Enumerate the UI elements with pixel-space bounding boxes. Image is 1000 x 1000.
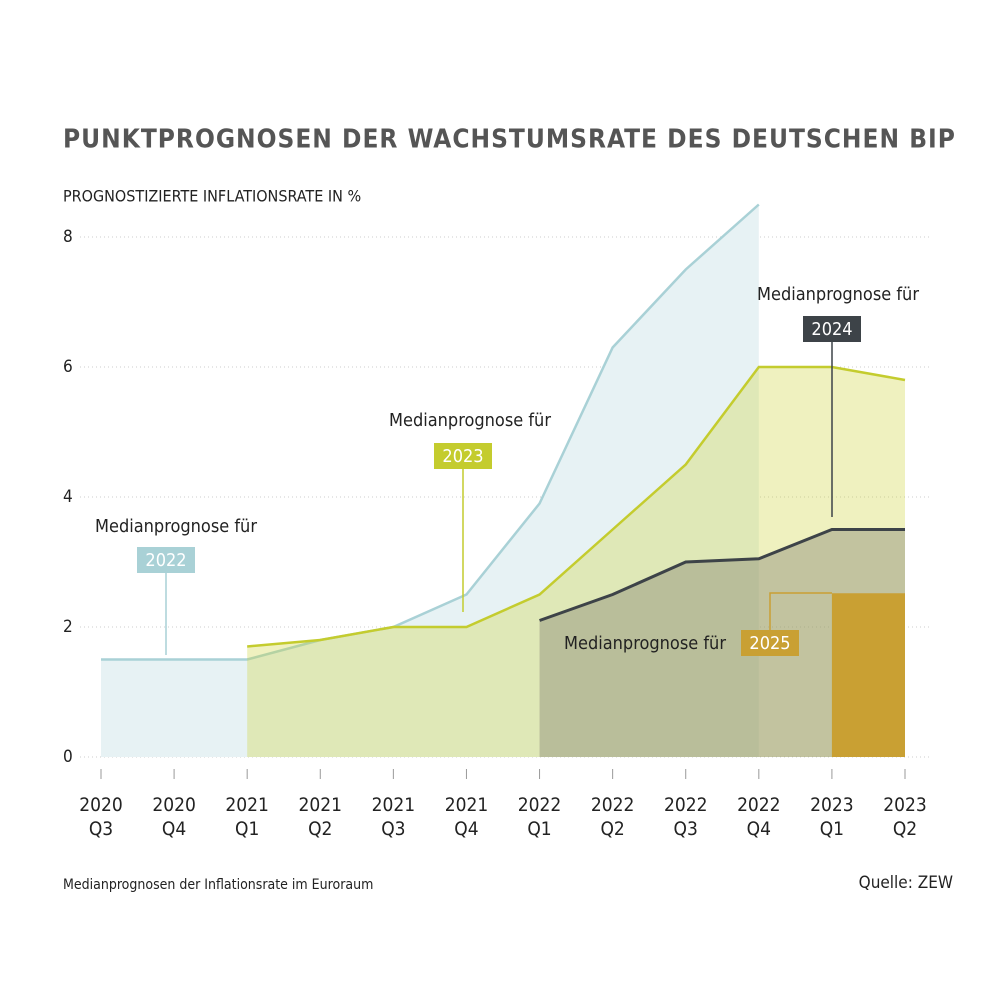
legend-badge [434,443,492,469]
x-tick-label: 2022 Q2 [590,794,635,840]
legend-label: 2025 [749,633,790,654]
chart-title: PUNKTPROGNOSEN DER WACHSTUMSRATE DES DEU… [63,125,956,155]
x-tick-label: 2022 Q1 [517,794,562,840]
connector [769,592,832,630]
line [539,528,905,622]
y-tick-label: 6 [63,357,73,377]
line [247,365,906,648]
legend-label: 2024 [811,319,852,340]
x-tick-label: 2020 Q4 [152,794,196,840]
y-tick-label: 4 [63,487,73,507]
area [831,594,905,757]
x-tick-label: 2021 Q1 [225,794,269,840]
note: Medianprognosen der Inflationsrate im Eu… [63,877,373,893]
x-tick-label: 2020 Q3 [79,794,123,840]
x-tick-label: 2022 Q3 [663,794,708,840]
source: Quelle: ZEW [859,873,953,893]
annotation: Medianprognose für [95,516,257,537]
x-tick-label: 2021 Q4 [444,794,489,840]
annotation: Medianprognose für [564,633,726,654]
x-tick-label: 2021 Q2 [298,794,343,840]
x-tick-label: 2023 Q1 [810,794,854,840]
x-tick-label: 2021 Q3 [371,794,416,840]
line [101,203,760,661]
x-tick-label: 2023 Q2 [883,794,927,840]
y-tick-label: 8 [63,227,73,247]
area [101,204,759,757]
legend-badge [803,316,861,342]
legend-badge [137,547,195,573]
y-tick-label: 2 [63,617,73,637]
legend-label: 2023 [442,446,483,467]
legend-badge [741,630,799,656]
annotation: Medianprognose für [757,284,919,305]
legend-label: 2022 [145,550,186,571]
y-axis-label: PROGNOSTIZIERTE INFLATIONSRATE IN % [63,187,361,206]
annotation: Medianprognose für [389,410,551,431]
y-tick-label: 0 [63,747,73,767]
x-tick-label: 2022 Q4 [737,794,781,840]
